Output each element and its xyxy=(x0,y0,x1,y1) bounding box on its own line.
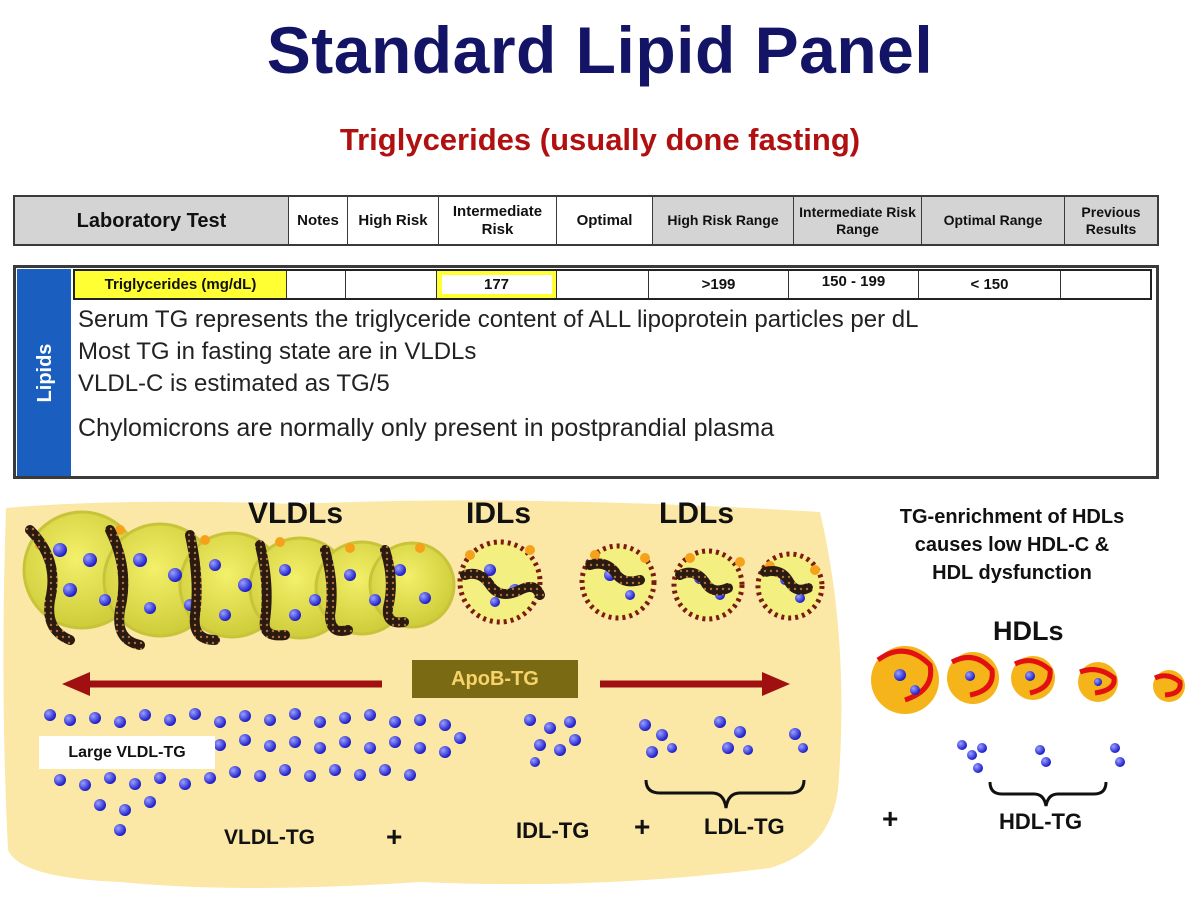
high-risk-cell xyxy=(346,271,437,298)
hdl-caption-line: HDL dysfunction xyxy=(932,562,1092,584)
intermediate-range-value: 150 - 199 xyxy=(789,271,919,298)
triglycerides-row: Triglycerides (mg/dL) 177 >199 150 - 199… xyxy=(73,269,1152,300)
triglycerides-test-name: Triglycerides (mg/dL) xyxy=(75,271,287,298)
label-hdl-tg: HDL-TG xyxy=(999,809,1083,834)
label-vldls: VLDLs xyxy=(248,497,344,530)
header-high-risk: High Risk xyxy=(348,197,439,244)
optimal-range-value: < 150 xyxy=(919,271,1061,298)
apob-tg-label: ApoB-TG xyxy=(412,660,578,698)
plus-sign: + xyxy=(386,821,403,852)
note-line: Most TG in fasting state are in VLDLs xyxy=(78,338,477,365)
label-idls: IDLs xyxy=(466,497,532,530)
intermediate-risk-cell: 177 xyxy=(437,271,557,298)
hdl-brace xyxy=(988,781,1108,807)
apob-tg-arrows xyxy=(62,672,790,696)
lipoprotein-illustration xyxy=(3,500,1185,888)
header-previous-results: Previous Results xyxy=(1065,197,1157,244)
label-idl-tg: IDL-TG xyxy=(516,818,590,843)
header-high-risk-range: High Risk Range xyxy=(653,197,794,244)
plus-sign: + xyxy=(882,803,899,834)
header-laboratory-test: Laboratory Test xyxy=(15,197,289,244)
lipids-panel xyxy=(13,265,1159,479)
intermediate-risk-value: 177 xyxy=(441,275,552,294)
label-vldl-tg: VLDL-TG xyxy=(224,826,315,849)
page-title: Standard Lipid Panel xyxy=(266,13,934,87)
label-ldls: LDLs xyxy=(659,497,734,530)
lipids-sidebar xyxy=(17,269,71,476)
hdl-caption-line: TG-enrichment of HDLs xyxy=(899,506,1125,528)
vldl-tg-cloud xyxy=(44,708,808,836)
ldl-brace xyxy=(644,779,806,809)
apob-strands xyxy=(25,525,813,650)
previous-results-cell xyxy=(1061,271,1150,298)
header-optimal: Optimal xyxy=(557,197,653,244)
lipids-sidebar-label: Lipids xyxy=(34,343,56,403)
hdl-caption: TG-enrichment of HDLs causes low HDL-C &… xyxy=(862,503,1162,587)
hdl-tg-clusters xyxy=(957,740,1125,773)
lab-table-header: Laboratory Test Notes High Risk Intermed… xyxy=(13,195,1159,246)
high-risk-range-value: >199 xyxy=(649,271,789,298)
notes-cell xyxy=(287,271,346,298)
header-intermediate-risk: Intermediate Risk xyxy=(439,197,557,244)
header-notes: Notes xyxy=(289,197,348,244)
header-intermediate-risk-range: Intermediate Risk Range xyxy=(794,197,922,244)
hdl-particles xyxy=(871,646,1185,714)
page-subtitle: Triglycerides (usually done fasting) xyxy=(339,122,861,157)
note-line: Serum TG represents the triglyceride con… xyxy=(78,306,919,333)
note-line: Chylomicrons are normally only present i… xyxy=(78,414,775,442)
label-ldl-tg: LDL-TG xyxy=(704,814,785,839)
large-vldl-tg-label: Large VLDL-TG xyxy=(39,736,215,769)
plus-sign: + xyxy=(634,811,651,842)
lipid-notes: Serum TG represents the triglyceride con… xyxy=(78,304,1138,444)
header-optimal-range: Optimal Range xyxy=(922,197,1065,244)
label-hdls: HDLs xyxy=(993,616,1064,646)
optimal-cell xyxy=(557,271,649,298)
note-line: VLDL-C is estimated as TG/5 xyxy=(78,370,390,397)
hdl-caption-line: causes low HDL-C & xyxy=(914,534,1110,556)
